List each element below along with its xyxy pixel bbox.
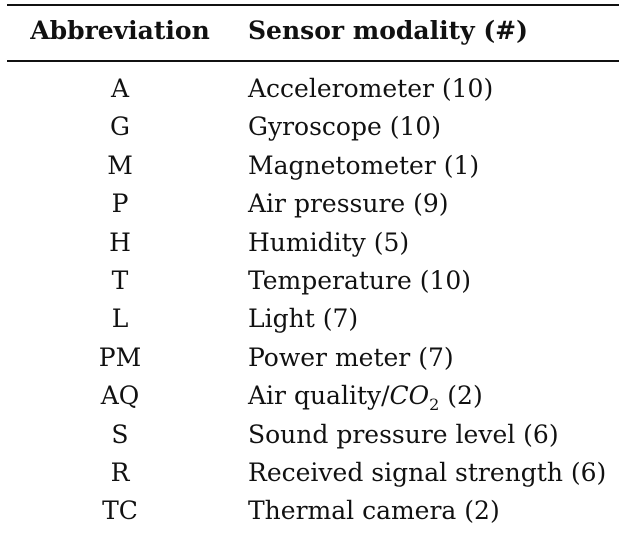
table-row: PM Power meter (7): [0, 339, 628, 377]
table-row: TC Thermal camera (2): [0, 492, 628, 530]
abbreviation-cell: S: [111, 419, 129, 449]
co2-formula: CO2: [389, 381, 440, 413]
table-row: A Accelerometer (10): [0, 70, 628, 108]
modality-cell: Light (7): [248, 304, 359, 334]
modality-suffix: (2): [439, 381, 483, 411]
modality-cell: Air pressure (9): [248, 189, 449, 219]
top-rule: [7, 4, 619, 6]
abbreviation-cell: T: [111, 265, 129, 295]
modality-prefix: Air quality/: [248, 381, 390, 411]
modality-cell: Power meter (7): [248, 342, 454, 372]
table-row: M Magnetometer (1): [0, 147, 628, 185]
abbreviation-cell: A: [110, 74, 130, 103]
header-abbreviation: Abbreviation: [30, 16, 210, 45]
table-row: L Light (7): [0, 300, 628, 338]
modality-cell: Sound pressure level (6): [248, 419, 559, 449]
table-row: AQ Air quality/CO2 (2): [0, 377, 628, 415]
table-row: G Gyroscope (10): [0, 108, 628, 146]
abbreviation-cell: AQ: [100, 381, 140, 411]
abbreviation-cell: M: [107, 150, 133, 180]
abbreviation-cell: P: [111, 189, 129, 219]
modality-cell: Magnetometer (1): [248, 150, 480, 180]
table-header: Abbreviation Sensor modality (#): [0, 10, 628, 54]
modality-cell: Received signal strength (6): [248, 457, 607, 487]
table-body: A Accelerometer (10) G Gyroscope (10) M …: [0, 70, 628, 531]
co2-subscript: 2: [429, 395, 440, 415]
modality-cell: Accelerometer (10): [248, 74, 494, 103]
abbreviation-cell: H: [109, 227, 131, 257]
table-row: S Sound pressure level (6): [0, 416, 628, 454]
abbreviation-cell: L: [111, 304, 129, 334]
co2-base: CO: [389, 381, 430, 411]
modality-cell: Air quality/CO2 (2): [248, 377, 483, 415]
table-row: R Received signal strength (6): [0, 454, 628, 492]
modality-cell: Humidity (5): [248, 227, 410, 257]
table-row: T Temperature (10): [0, 262, 628, 300]
abbreviation-cell: TC: [102, 496, 138, 526]
header-rule: [7, 60, 619, 62]
abbreviation-cell: R: [110, 457, 130, 487]
abbreviation-cell: G: [110, 112, 130, 142]
table-row: P Air pressure (9): [0, 185, 628, 223]
table-row: H Humidity (5): [0, 224, 628, 262]
modality-cell: Gyroscope (10): [248, 112, 442, 142]
abbreviation-cell: PM: [98, 342, 142, 372]
header-sensor-modality: Sensor modality (#): [248, 16, 528, 45]
modality-cell: Thermal camera (2): [248, 496, 500, 526]
modality-cell: Temperature (10): [248, 265, 472, 295]
